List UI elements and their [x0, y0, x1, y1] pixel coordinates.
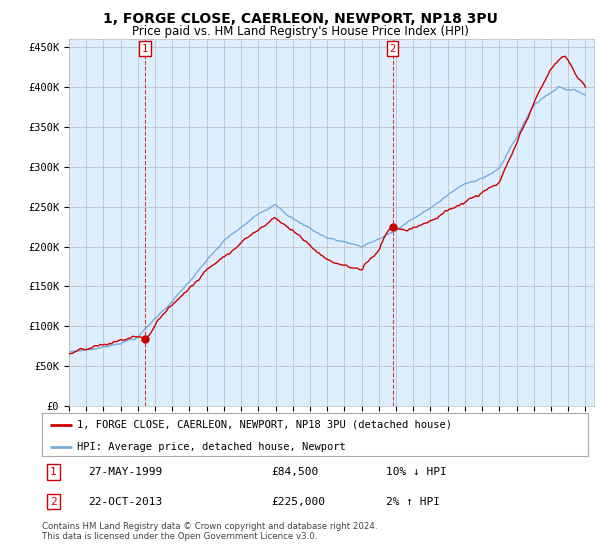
Text: £225,000: £225,000 — [271, 497, 325, 507]
Text: 10% ↓ HPI: 10% ↓ HPI — [386, 467, 447, 477]
Text: Price paid vs. HM Land Registry's House Price Index (HPI): Price paid vs. HM Land Registry's House … — [131, 25, 469, 38]
Text: 1: 1 — [142, 44, 148, 54]
Text: 1, FORGE CLOSE, CAERLEON, NEWPORT, NP18 3PU (detached house): 1, FORGE CLOSE, CAERLEON, NEWPORT, NP18 … — [77, 419, 452, 430]
Text: 1: 1 — [50, 467, 57, 477]
Text: 2: 2 — [50, 497, 57, 507]
Text: 1, FORGE CLOSE, CAERLEON, NEWPORT, NP18 3PU: 1, FORGE CLOSE, CAERLEON, NEWPORT, NP18 … — [103, 12, 497, 26]
Text: 22-OCT-2013: 22-OCT-2013 — [88, 497, 163, 507]
Text: 2: 2 — [389, 44, 396, 54]
Text: £84,500: £84,500 — [271, 467, 319, 477]
Text: 27-MAY-1999: 27-MAY-1999 — [88, 467, 163, 477]
Text: HPI: Average price, detached house, Newport: HPI: Average price, detached house, Newp… — [77, 442, 346, 452]
Text: Contains HM Land Registry data © Crown copyright and database right 2024.
This d: Contains HM Land Registry data © Crown c… — [42, 522, 377, 542]
Text: 2% ↑ HPI: 2% ↑ HPI — [386, 497, 440, 507]
